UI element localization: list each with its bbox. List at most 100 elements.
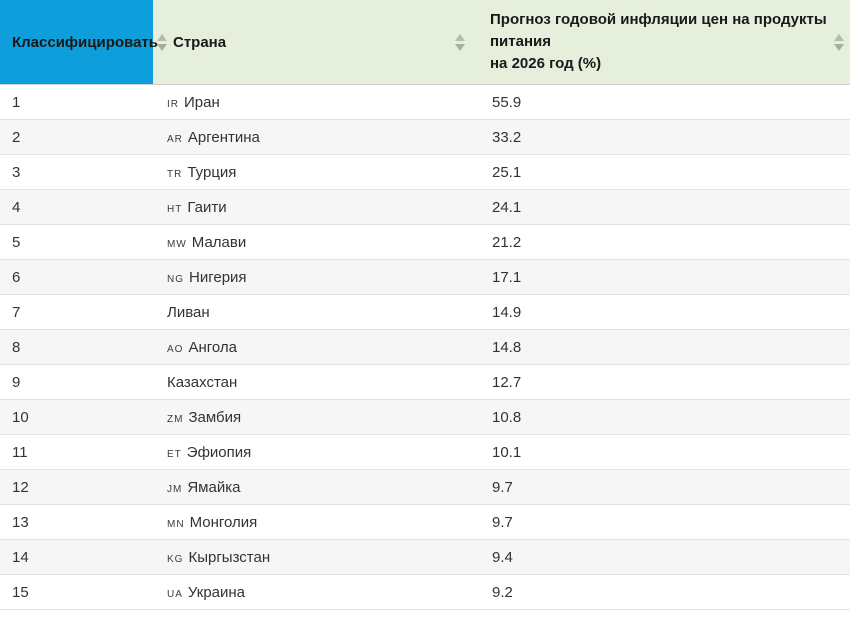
forecast-value-cell: 9.2 bbox=[492, 583, 513, 601]
rank-cell: 14 bbox=[12, 548, 29, 566]
country-name: Гаити bbox=[187, 198, 227, 216]
country-name: Нигерия bbox=[189, 268, 247, 286]
country-cell: JM Ямайка bbox=[155, 479, 480, 496]
rank-column-header[interactable]: Классифицировать bbox=[0, 0, 158, 84]
rank-sort-control[interactable] bbox=[153, 0, 170, 84]
forecast-value-cell: 21.2 bbox=[492, 233, 522, 251]
country-cell: Казахстан bbox=[155, 374, 480, 391]
sort-arrows-icon bbox=[455, 33, 465, 51]
table-row: 8 AO Ангола 14.8 bbox=[0, 330, 850, 365]
rank-cell: 2 bbox=[12, 128, 21, 146]
country-code-label: UA bbox=[167, 588, 183, 600]
forecast-column-label: Прогноз годовой инфляции цен на продукты… bbox=[490, 11, 827, 72]
rank-cell: 15 bbox=[12, 583, 29, 601]
table-row: 5 MW Малави 21.2 bbox=[0, 225, 850, 260]
forecast-value-cell: 9.4 bbox=[492, 548, 513, 566]
table-row: 15 UA Украина 9.2 bbox=[0, 575, 850, 610]
table-row: 2 AR Аргентина 33.2 bbox=[0, 120, 850, 155]
rank-cell: 6 bbox=[12, 268, 21, 286]
country-column-header[interactable]: Страна bbox=[170, 0, 465, 84]
country-name: Ямайка bbox=[187, 478, 241, 496]
country-name: Аргентина bbox=[187, 128, 260, 146]
country-code-label: MN bbox=[167, 518, 185, 530]
country-name: Украина bbox=[187, 583, 246, 601]
country-name: Иран bbox=[184, 93, 220, 111]
table-row: 14 KG Кыргызстан 9.4 bbox=[0, 540, 850, 575]
rank-cell: 3 bbox=[12, 163, 21, 181]
forecast-value-cell: 33.2 bbox=[492, 128, 522, 146]
country-cell: TR Турция bbox=[155, 164, 480, 181]
country-cell: HT Гаити bbox=[155, 199, 480, 216]
table-row: 3 TR Турция 25.1 bbox=[0, 155, 850, 190]
rank-cell: 4 bbox=[12, 198, 21, 216]
forecast-value-cell: 55.9 bbox=[492, 93, 522, 111]
rank-cell: 11 bbox=[12, 443, 28, 461]
country-code-label: JM bbox=[167, 483, 183, 495]
country-cell: AO Ангола bbox=[155, 339, 480, 356]
country-code-label: KG bbox=[167, 553, 184, 565]
table-header-row: Классифицировать Страна Прогноз годовой … bbox=[0, 0, 850, 85]
country-name: Замбия bbox=[188, 408, 242, 426]
sort-desc-icon bbox=[455, 43, 465, 51]
sort-asc-icon bbox=[156, 33, 167, 41]
country-name: Кыргызстан bbox=[188, 548, 271, 566]
forecast-value-cell: 10.1 bbox=[492, 443, 522, 461]
country-column-label: Страна bbox=[173, 33, 227, 51]
forecast-value-cell: 12.7 bbox=[492, 373, 522, 391]
country-code-label: ET bbox=[167, 448, 182, 460]
forecast-value-cell: 9.7 bbox=[492, 513, 513, 531]
sort-asc-icon bbox=[455, 33, 465, 41]
country-name: Ливан bbox=[167, 303, 210, 321]
rank-cell: 7 bbox=[12, 303, 21, 321]
table-row: 9 Казахстан 12.7 bbox=[0, 365, 850, 400]
country-code-label: MW bbox=[167, 238, 187, 250]
sort-desc-icon bbox=[834, 43, 844, 51]
rank-cell: 10 bbox=[12, 408, 29, 426]
country-cell: IR Иран bbox=[155, 94, 480, 111]
country-code-label: AO bbox=[167, 343, 184, 355]
table-row: 13 MN Монголия 9.7 bbox=[0, 505, 850, 540]
rank-column-label: Классифицировать bbox=[12, 33, 158, 51]
sort-arrows-icon bbox=[834, 33, 844, 51]
rank-cell: 12 bbox=[12, 478, 29, 496]
country-code-label: AR bbox=[167, 133, 183, 145]
forecast-value-cell: 17.1 bbox=[492, 268, 522, 286]
forecast-value-cell: 24.1 bbox=[492, 198, 522, 216]
sort-asc-icon bbox=[834, 33, 844, 41]
forecast-column-header[interactable]: Прогноз годовой инфляции цен на продукты… bbox=[465, 0, 850, 84]
country-cell: Ливан bbox=[155, 304, 480, 321]
forecast-value-cell: 14.8 bbox=[492, 338, 522, 356]
country-cell: MN Монголия bbox=[155, 514, 480, 531]
rank-cell: 5 bbox=[12, 233, 21, 251]
table-row: 6 NG Нигерия 17.1 bbox=[0, 260, 850, 295]
country-code-label: TR bbox=[167, 168, 183, 180]
table-row: 7 Ливан 14.9 bbox=[0, 295, 850, 330]
table-row: 1 IR Иран 55.9 bbox=[0, 85, 850, 120]
rank-cell: 1 bbox=[12, 93, 21, 111]
country-name: Казахстан bbox=[167, 373, 238, 391]
country-name: Монголия bbox=[189, 513, 258, 531]
country-cell: UA Украина bbox=[155, 584, 480, 601]
rank-cell: 13 bbox=[12, 513, 29, 531]
rank-cell: 9 bbox=[12, 373, 21, 391]
table-row: 10 ZM Замбия 10.8 bbox=[0, 400, 850, 435]
forecast-value-cell: 9.7 bbox=[492, 478, 513, 496]
country-name: Ангола bbox=[188, 338, 237, 356]
country-cell: AR Аргентина bbox=[155, 129, 480, 146]
table-row: 4 HT Гаити 24.1 bbox=[0, 190, 850, 225]
country-code-label: IR bbox=[167, 98, 179, 110]
sort-arrows-icon bbox=[156, 33, 167, 51]
rank-cell: 8 bbox=[12, 338, 21, 356]
country-code-label: HT bbox=[167, 203, 183, 215]
country-code-label: ZM bbox=[167, 413, 184, 425]
country-name: Эфиопия bbox=[186, 443, 252, 461]
table-body: 1 IR Иран 55.9 2 AR Аргентина 33.2 3 TR … bbox=[0, 85, 850, 610]
forecast-value-cell: 25.1 bbox=[492, 163, 522, 181]
country-cell: KG Кыргызстан bbox=[155, 549, 480, 566]
country-cell: ZM Замбия bbox=[155, 409, 480, 426]
table-row: 11 ET Эфиопия 10.1 bbox=[0, 435, 850, 470]
country-code-label: NG bbox=[167, 273, 184, 285]
country-name: Малави bbox=[191, 233, 247, 251]
